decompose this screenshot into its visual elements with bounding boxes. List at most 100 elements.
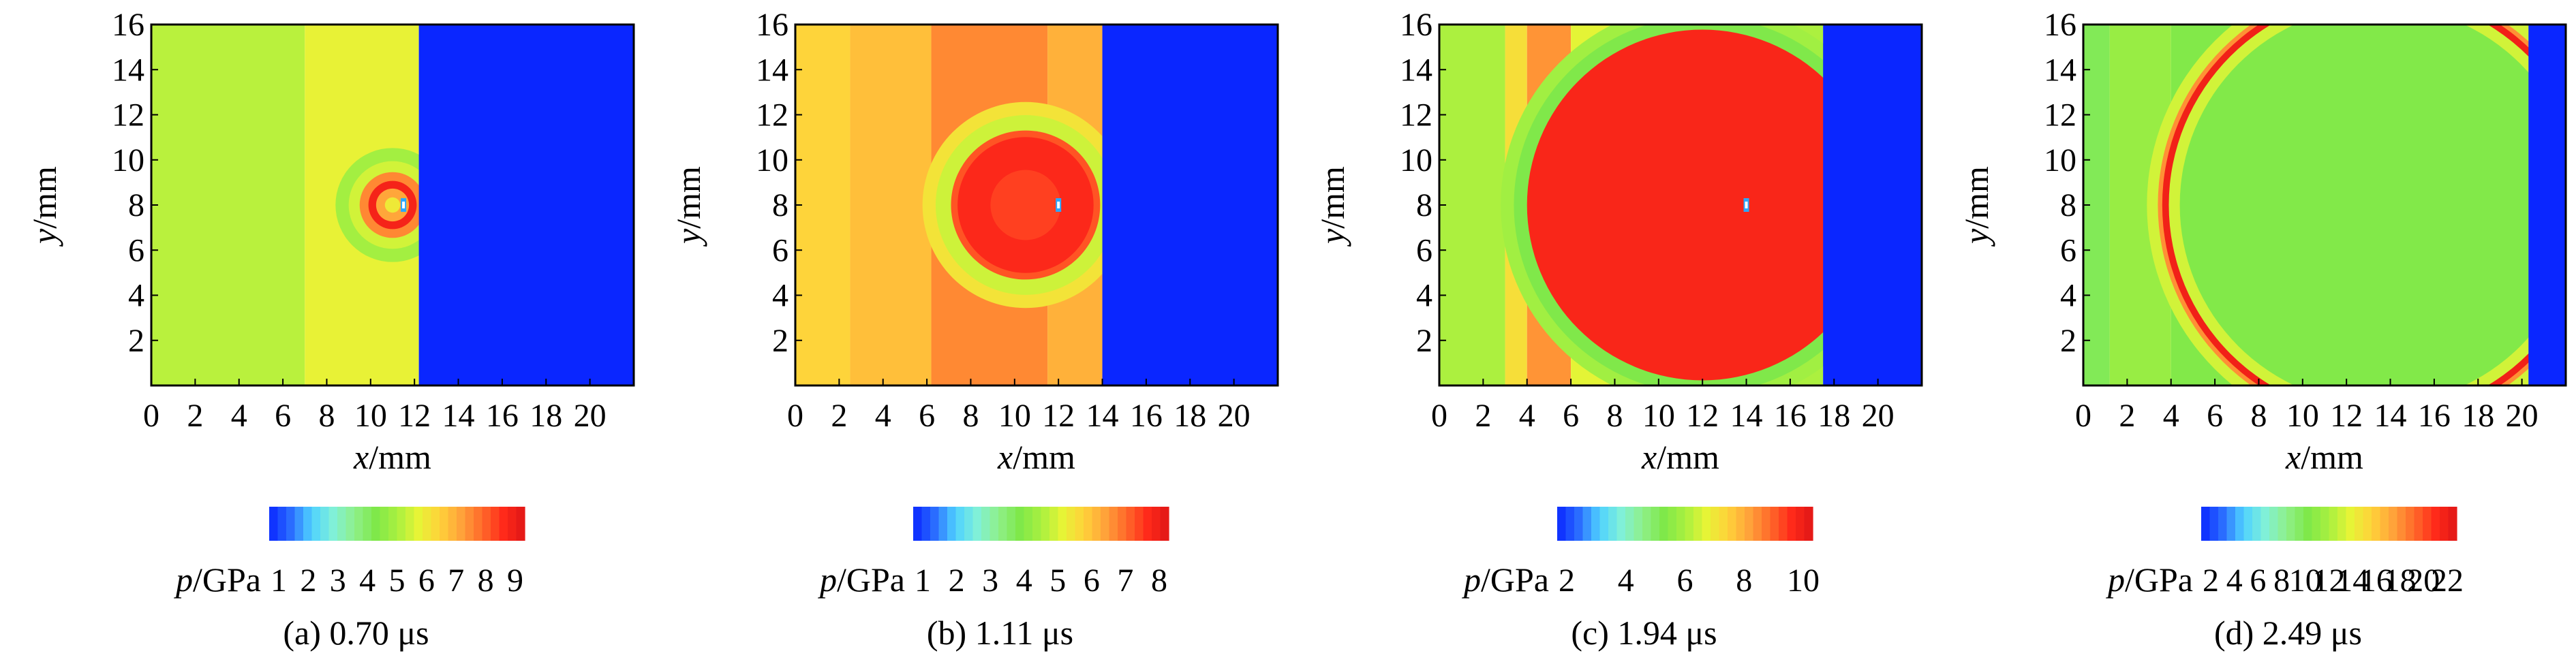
colorbar-segment <box>1676 507 1686 541</box>
colorbar-tick-label: 5 <box>389 563 405 599</box>
colorbar-tick-label: 8 <box>1736 563 1752 599</box>
y-tick-label: 14 <box>756 52 788 88</box>
colorbar-segment <box>2260 507 2270 541</box>
bubble-ring <box>990 170 1061 240</box>
y-tick-label: 16 <box>112 7 144 43</box>
colorbar-segment <box>1591 507 1601 541</box>
colorbar-segment <box>1659 507 1669 541</box>
colorbar-segment <box>354 507 364 541</box>
pressure-field <box>151 25 634 385</box>
colorbar-segment <box>1007 507 1016 541</box>
center-marker-core <box>1057 202 1060 208</box>
colorbar-tick-label: 3 <box>330 563 346 599</box>
pressure-field <box>795 25 1278 385</box>
colorbar-label: p/GPa <box>2106 561 2193 599</box>
colorbar-segment <box>1625 507 1635 541</box>
y-tick-label: 6 <box>2060 232 2076 268</box>
colorbar-segment <box>2337 507 2347 541</box>
colorbar-tick-label: 6 <box>1677 563 1693 599</box>
colorbar-segment <box>440 507 449 541</box>
field-band <box>151 25 305 385</box>
colorbar-segment <box>2243 507 2253 541</box>
colorbar-segment <box>1762 507 1771 541</box>
y-tick-label: 10 <box>112 142 144 178</box>
panel-b: 0 2 4 6 8 10 12 14 16 18 20246810121416x/mmy/mmp/G… <box>669 7 1279 652</box>
x-tick-label: 10 <box>1642 398 1675 434</box>
colorbar-segment <box>1599 507 1609 541</box>
y-tick-label: 4 <box>772 278 788 314</box>
colorbar-segment <box>2295 507 2304 541</box>
colorbar-segment <box>431 507 440 541</box>
y-tick-label: 8 <box>128 187 144 223</box>
colorbar-segment <box>1804 507 1813 541</box>
colorbar-segment <box>1719 507 1728 541</box>
center-marker-core <box>1745 202 1748 208</box>
colorbar-segment <box>2329 507 2338 541</box>
x-tick-label: 6 <box>275 398 291 434</box>
colorbar-segment <box>2414 507 2423 541</box>
colorbar-segment <box>1032 507 1042 541</box>
colorbar-segment <box>2201 507 2211 541</box>
colorbar-tick-label: 8 <box>2273 563 2290 599</box>
unshocked-region <box>418 25 634 385</box>
colorbar-segment <box>1574 507 1584 541</box>
colorbar-segment <box>1092 507 1101 541</box>
y-tick-label: 2 <box>772 323 788 359</box>
colorbar-segment <box>371 507 381 541</box>
x-tick-label: 6 <box>919 398 935 434</box>
colorbar-tick-label: 2 <box>949 563 965 599</box>
colorbar-segment <box>1702 507 1711 541</box>
x-tick-label: 12 <box>1042 398 1075 434</box>
colorbar-segment <box>2389 507 2398 541</box>
colorbar-segment <box>998 507 1008 541</box>
x-tick-label: 8 <box>1606 398 1623 434</box>
pressure-field <box>1439 25 1922 385</box>
x-tick-label: 20 <box>1218 398 1251 434</box>
panel-a: 0 2 4 6 8 10 12 14 16 18 20246810121416x/mmy/mmp/G… <box>25 7 635 652</box>
colorbar-segment <box>1024 507 1033 541</box>
unshocked-region <box>1823 25 1922 385</box>
y-tick-label: 8 <box>1416 187 1432 223</box>
colorbar-segment <box>2226 507 2236 541</box>
colorbar-segment <box>981 507 991 541</box>
x-tick-label: 10 <box>998 398 1031 434</box>
colorbar-segment <box>311 507 321 541</box>
y-tick-label: 10 <box>756 142 788 178</box>
colorbar-segment <box>2346 507 2355 541</box>
colorbar-segment <box>294 507 304 541</box>
x-tick-label: 8 <box>318 398 335 434</box>
colorbar-segment <box>328 507 338 541</box>
colorbar-segment <box>2269 507 2279 541</box>
colorbar-segment <box>277 507 287 541</box>
colorbar-label: p/GPa <box>174 561 261 599</box>
y-tick-label: 16 <box>1400 7 1432 43</box>
colorbar-segment <box>1796 507 1805 541</box>
x-tick-label: 12 <box>1686 398 1719 434</box>
colorbar-segment <box>1067 507 1076 541</box>
colorbar-tick-label: 8 <box>478 563 494 599</box>
colorbar-segment <box>1565 507 1575 541</box>
y-tick-label: 16 <box>2044 7 2076 43</box>
colorbar-segment <box>320 507 330 541</box>
colorbar-tick-label: 4 <box>2226 563 2243 599</box>
colorbar-tick-label: 8 <box>1151 563 1167 599</box>
colorbar-segment <box>1634 507 1643 541</box>
colorbar-tick-label: 18 <box>2384 563 2417 599</box>
colorbar-segment <box>2303 507 2313 541</box>
colorbar-tick-label: 4 <box>1618 563 1634 599</box>
x-tick-label: 16 <box>1774 398 1807 434</box>
x-axis-label: x/mm <box>997 438 1075 476</box>
colorbar-segment <box>1608 507 1618 541</box>
colorbar-segment <box>1693 507 1703 541</box>
x-tick-label: 0 <box>2075 398 2091 434</box>
colorbar-segment <box>1787 507 1796 541</box>
colorbar-tick-label: 1 <box>915 563 931 599</box>
colorbar-segment <box>474 507 483 541</box>
colorbar-segment <box>964 507 974 541</box>
y-tick-label: 8 <box>2060 187 2076 223</box>
x-axis-label: x/mm <box>353 438 431 476</box>
y-axis-label: y/mm <box>25 166 63 247</box>
colorbar-segment <box>972 507 982 541</box>
colorbar-tick-label: 4 <box>359 563 375 599</box>
colorbar-segment <box>921 507 931 541</box>
